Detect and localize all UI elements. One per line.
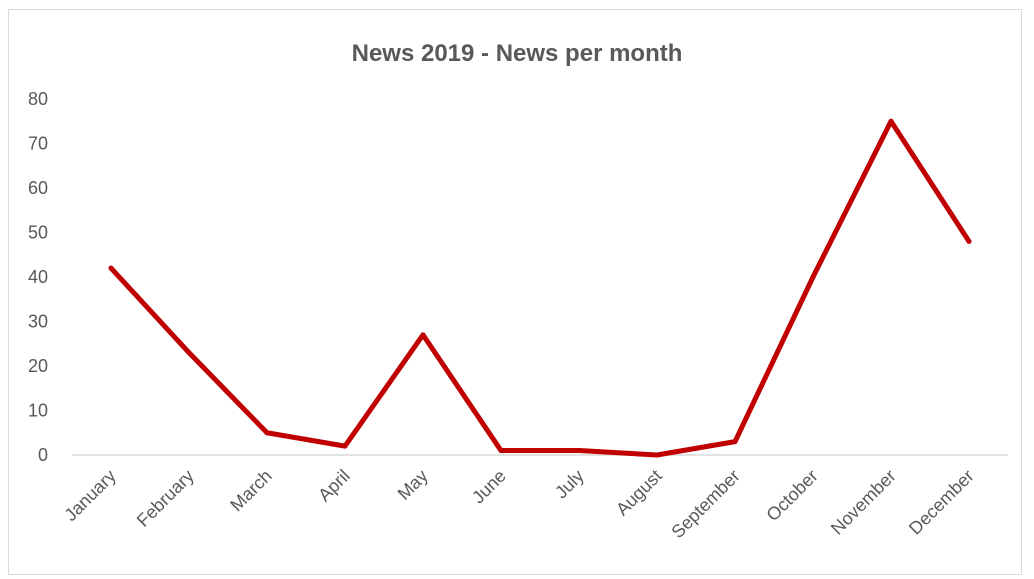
data-point (264, 430, 270, 436)
x-tick-label: October (762, 466, 821, 525)
x-tick-label: March (226, 466, 276, 516)
x-tick-label: July (551, 466, 588, 503)
y-tick-label: 30 (28, 312, 48, 332)
x-tick-label: November (827, 466, 900, 539)
x-tick-label: June (468, 466, 510, 508)
data-point (888, 118, 894, 124)
y-tick-label: 20 (28, 356, 48, 376)
x-axis-ticks: January February March April May June July Augu… (60, 466, 977, 542)
data-point (342, 443, 348, 449)
data-point (966, 238, 972, 244)
series-points (108, 118, 972, 458)
data-point (108, 265, 114, 271)
y-tick-label: 10 (28, 401, 48, 421)
x-tick-label: September (667, 466, 743, 542)
y-axis-ticks: 0 10 20 30 40 50 60 70 80 (28, 89, 48, 465)
chart-title: News 2019 - News per month (351, 40, 683, 67)
x-tick-label: May (394, 466, 432, 504)
y-tick-label: 50 (28, 223, 48, 243)
y-tick-label: 80 (28, 89, 48, 109)
y-tick-label: 40 (28, 267, 48, 287)
x-tick-label: January (60, 466, 119, 525)
data-point (420, 332, 426, 338)
x-tick-label: April (314, 466, 354, 506)
y-tick-label: 70 (28, 134, 48, 154)
x-tick-label: August (612, 466, 666, 520)
data-point (186, 350, 192, 356)
data-point (576, 448, 582, 454)
chart-frame (8, 9, 1022, 575)
data-point (498, 448, 504, 454)
data-point (732, 439, 738, 445)
data-point (810, 274, 816, 280)
x-tick-label: February (133, 466, 198, 531)
data-point (654, 452, 660, 458)
y-tick-label: 0 (38, 445, 48, 465)
series-line (108, 118, 972, 458)
y-tick-label: 60 (28, 178, 48, 198)
x-tick-label: December (905, 466, 978, 539)
